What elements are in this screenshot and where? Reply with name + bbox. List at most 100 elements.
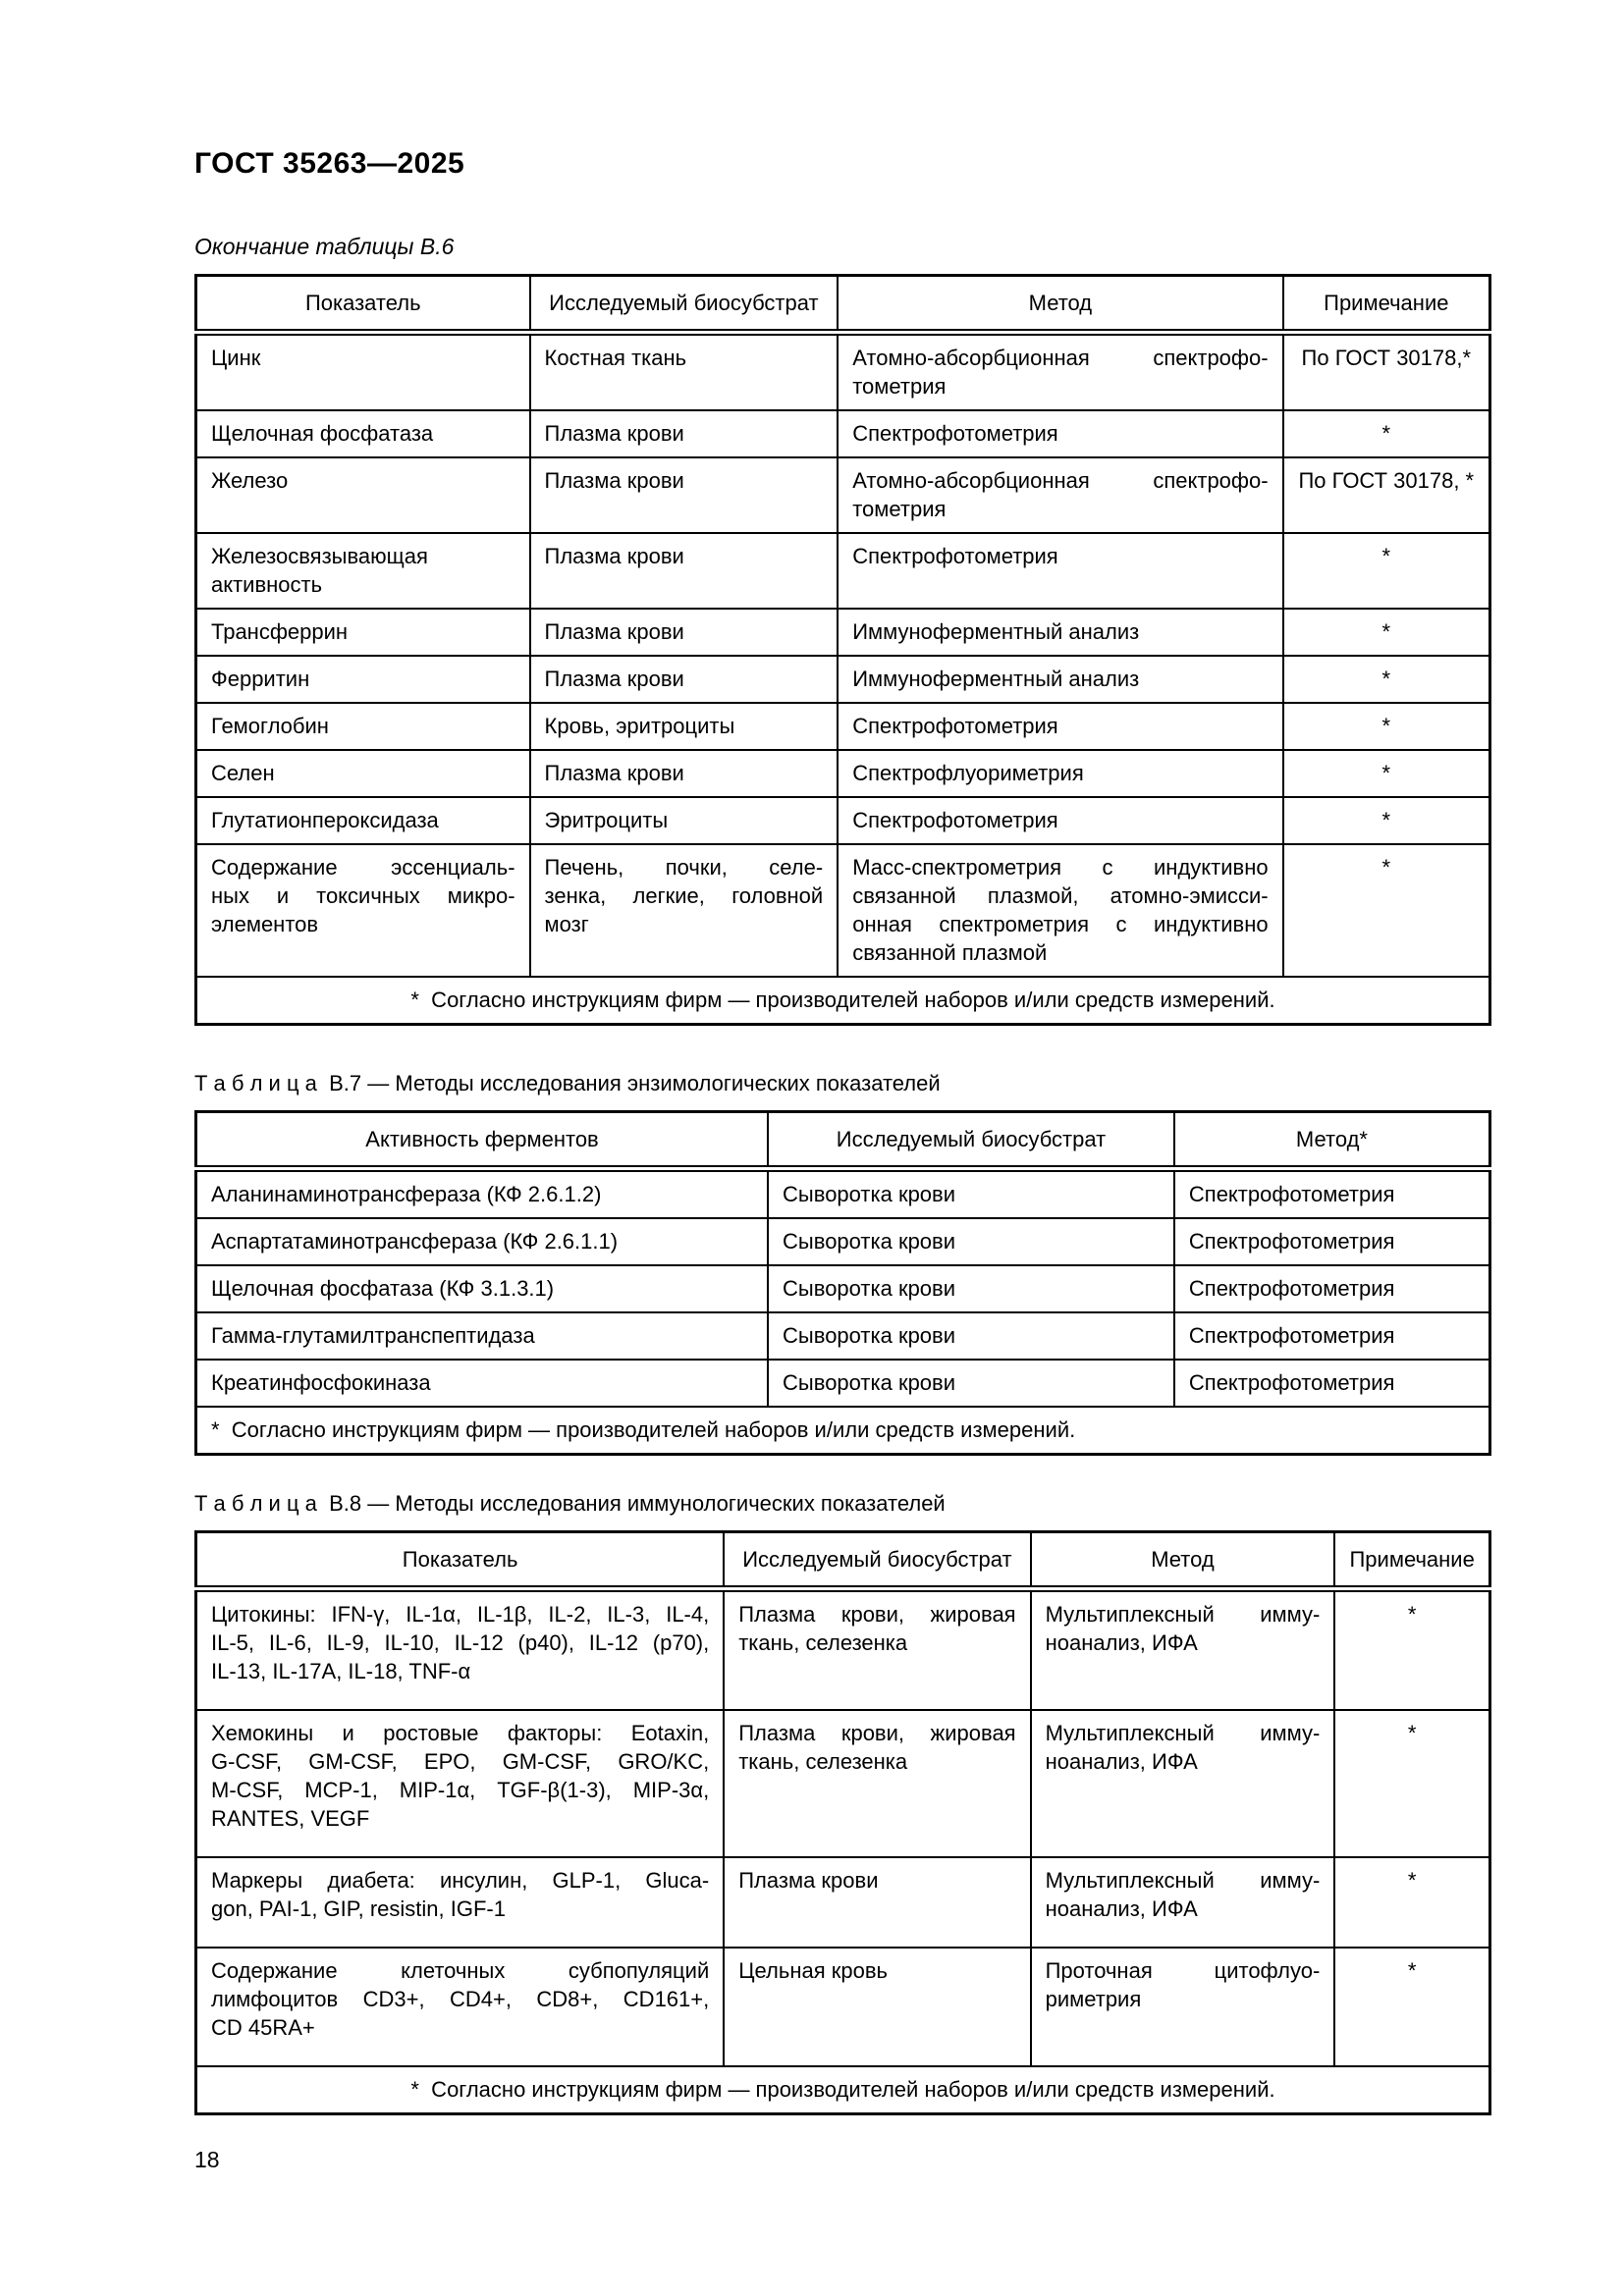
table-cell: Гамма-глутамилтранспептидаза [194, 1311, 770, 1361]
table-cell: * [1281, 532, 1491, 610]
table-b7-footer: * Согласно инструкциям фирм — производит… [194, 1406, 1491, 1456]
table-cell: * [1281, 749, 1491, 798]
table-cell: Плазма крови [528, 456, 839, 534]
table-cell: Плазма крови [723, 1856, 1032, 1949]
table-cell: По ГОСТ 30178, * [1281, 456, 1491, 534]
column-header-biosubstrate: Исследуемый биосубстрат [723, 1530, 1032, 1592]
footnote-row: * Согласно инструкциям фирм — производит… [194, 2065, 1491, 2115]
table-b7-header: Активность ферментов Исследуемый биосубс… [194, 1110, 1491, 1172]
table-cell: Спектрофотометрия [837, 532, 1284, 610]
table-cell: Плазма крови [528, 532, 839, 610]
table-row: Гемоглобин Кровь, эритроциты Спектрофотоме… [194, 702, 1491, 751]
table-b7: Активность ферментов Исследуемый биосубс… [194, 1110, 1491, 1456]
table-cell: Спектрофотометрия [1172, 1217, 1491, 1266]
table-cell: Хемокины и ростовые факторы: Eotaxin, G-C… [194, 1709, 726, 1858]
table-header-row: Показатель Исследуемый биосубстрат Метод… [194, 1530, 1491, 1592]
column-header-method: Метод [1029, 1530, 1336, 1592]
column-header-biosubstrate: Исследуемый биосубстрат [767, 1110, 1175, 1172]
table-b8-body: Цитокины: IFN-γ, IL-1α, IL-1β, IL-2, IL-… [194, 1587, 1491, 2067]
table-cell: * [1333, 1856, 1491, 1949]
table-b8-header: Показатель Исследуемый биосубстрат Метод… [194, 1530, 1491, 1592]
column-header-method: Метод* [1172, 1110, 1491, 1172]
table-cell: Спектрофотометрия [1172, 1311, 1491, 1361]
table-cell: Содержание эссенциаль-ных и токсичных ми… [194, 843, 531, 978]
table-cell: Плазма крови [528, 655, 839, 704]
table-cell: Проточная цитофлуо-риметрия [1029, 1947, 1336, 2067]
table-b6: Показатель Исследуемый биосубстрат Метод… [194, 274, 1491, 1026]
table-header-row: Активность ферментов Исследуемый биосубс… [194, 1110, 1491, 1172]
table-b7-body: Аланинаминотрансфераза (КФ 2.6.1.2) Сывор… [194, 1167, 1491, 1408]
table-cell: Спектрофотометрия [1172, 1264, 1491, 1313]
table-footnote: * Согласно инструкциям фирм — производит… [194, 1406, 1491, 1456]
table-cell: * [1333, 1947, 1491, 2067]
table-cell: * [1281, 796, 1491, 845]
standard-code: ГОСТ 35263—2025 [194, 147, 465, 180]
table-row: Маркеры диабета: инсулин, GLP-1, Gluca-g… [194, 1856, 1491, 1949]
table-b6-header: Показатель Исследуемый биосубстрат Метод… [194, 274, 1491, 336]
table-cell: Маркеры диабета: инсулин, GLP-1, Gluca-g… [194, 1856, 726, 1949]
table-cell: Плазма крови [528, 409, 839, 458]
table-row: Щелочная фосфатаза (КФ 3.1.3.1) Сыворотка… [194, 1264, 1491, 1313]
table-row: Гамма-глутамилтранспептидаза Сыворотка кр… [194, 1311, 1491, 1361]
table-row: Глутатионпероксидаза Эритроциты Спектрофот… [194, 796, 1491, 845]
table-header-row: Показатель Исследуемый биосубстрат Метод… [194, 274, 1491, 336]
table-cell: Печень, почки, селе-зенка, легкие, голов… [528, 843, 839, 978]
table-row: Содержание эссенциаль-ных и токсичных ми… [194, 843, 1491, 978]
table-cell: Сыворотка крови [767, 1264, 1175, 1313]
table-cell: Плазма крови, жировая ткань, селезенка [723, 1709, 1032, 1858]
column-header-method: Метод [837, 274, 1284, 336]
table-row: Цинк Костная ткань Атомно-абсорбционная сп… [194, 331, 1491, 411]
table-cell: Мультиплексный имму-ноанализ, ИФА [1029, 1587, 1336, 1711]
table-cell: Трансферрин [194, 608, 531, 657]
table-row: Аланинаминотрансфераза (КФ 2.6.1.2) Сывор… [194, 1167, 1491, 1219]
table-cell: * [1281, 843, 1491, 978]
table-cell: Ферритин [194, 655, 531, 704]
footnote-row: * Согласно инструкциям фирм — производит… [194, 1406, 1491, 1456]
table-cell: Глутатионпероксидаза [194, 796, 531, 845]
table-cell: Мультиплексный имму-ноанализ, ИФА [1029, 1856, 1336, 1949]
table-row: Аспартатаминотрансфераза (КФ 2.6.1.1) Сыв… [194, 1217, 1491, 1266]
table-cell: Иммуноферментный анализ [837, 655, 1284, 704]
table-cell: Сыворотка крови [767, 1167, 1175, 1219]
table-row: Железо Плазма крови Атомно-абсорбционная с… [194, 456, 1491, 534]
table-cell: Мультиплексный имму-ноанализ, ИФА [1029, 1709, 1336, 1858]
table-footnote: * Согласно инструкциям фирм — производит… [194, 2065, 1491, 2115]
table-cell: Содержание клеточных субпопуляций лимфоци… [194, 1947, 726, 2067]
column-header-indicator: Показатель [194, 274, 531, 336]
column-header-note: Примечание [1281, 274, 1491, 336]
table-row: Содержание клеточных субпопуляций лимфоци… [194, 1947, 1491, 2067]
table-cell: Щелочная фосфатаза (КФ 3.1.3.1) [194, 1264, 770, 1313]
table-cell: Сыворотка крови [767, 1359, 1175, 1408]
table-cell: * [1281, 655, 1491, 704]
table-cell: Плазма крови [528, 749, 839, 798]
table-row: Железосвязывающая активность Плазма крови С… [194, 532, 1491, 610]
table-b6-body: Цинк Костная ткань Атомно-абсорбционная сп… [194, 331, 1491, 978]
table-cell: Цитокины: IFN-γ, IL-1α, IL-1β, IL-2, IL-… [194, 1587, 726, 1711]
table-cell: Аспартатаминотрансфераза (КФ 2.6.1.1) [194, 1217, 770, 1266]
table-cell: Селен [194, 749, 531, 798]
table-row: Селен Плазма крови Спектрофлуориметрия * [194, 749, 1491, 798]
footnote-row: * Согласно инструкциям фирм — производит… [194, 976, 1491, 1026]
table-cell: Сыворотка крови [767, 1217, 1175, 1266]
table-cell: Кровь, эритроциты [528, 702, 839, 751]
table-b8-caption: Т а б л и ц а В.8 — Методы исследования … [194, 1491, 946, 1516]
column-header-biosubstrate: Исследуемый биосубстрат [528, 274, 839, 336]
table-b6-caption: Окончание таблицы В.6 [194, 234, 455, 259]
table-cell: Иммуноферментный анализ [837, 608, 1284, 657]
column-header-note: Примечание [1333, 1530, 1491, 1592]
table-row: Ферритин Плазма крови Иммуноферментный ана… [194, 655, 1491, 704]
table-cell: Эритроциты [528, 796, 839, 845]
table-cell: Масс-спектрометрия с индуктивно связанной… [837, 843, 1284, 978]
column-header-indicator: Показатель [194, 1530, 726, 1592]
table-b6-footer: * Согласно инструкциям фирм — производит… [194, 976, 1491, 1026]
table-cell: Гемоглобин [194, 702, 531, 751]
table-cell: Железосвязывающая активность [194, 532, 531, 610]
table-cell: Железо [194, 456, 531, 534]
table-cell: * [1333, 1709, 1491, 1858]
table-cell: Щелочная фосфатаза [194, 409, 531, 458]
table-b7-caption: Т а б л и ц а В.7 — Методы исследования … [194, 1071, 941, 1095]
table-b8-footer: * Согласно инструкциям фирм — производит… [194, 2065, 1491, 2115]
table-cell: Спектрофотометрия [1172, 1359, 1491, 1408]
table-footnote: * Согласно инструкциям фирм — производит… [194, 976, 1491, 1026]
